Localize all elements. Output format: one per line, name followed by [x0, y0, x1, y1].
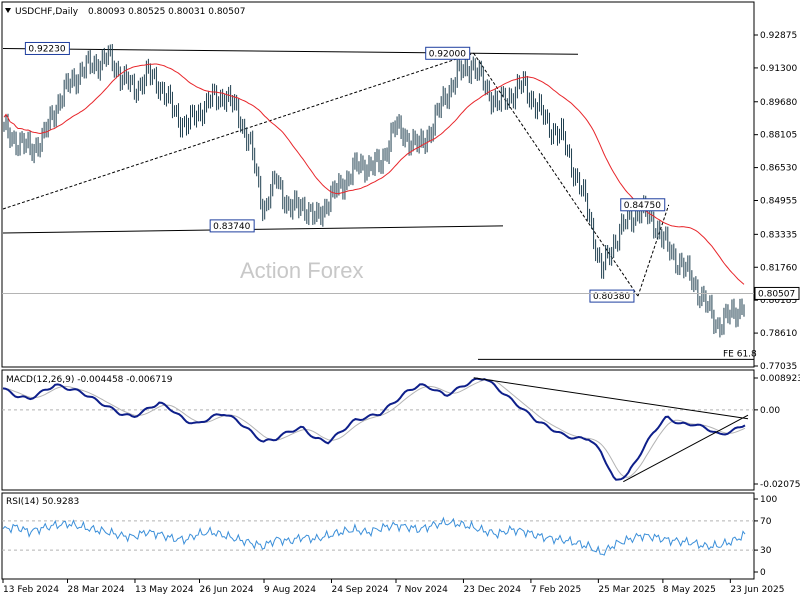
- chevron-down-icon[interactable]: [5, 8, 11, 13]
- macd-main-line: [2, 377, 746, 481]
- annotation-label: 0.92230: [28, 44, 65, 54]
- macd-trend-lines: [473, 377, 749, 483]
- channel-dashed-line: [2, 52, 474, 210]
- price-tick-label: 0.83335: [760, 230, 797, 240]
- macd-tick-label: 0.008923: [760, 374, 800, 384]
- decline-dashed-line: [473, 53, 639, 297]
- annotation-label: 0.84750: [624, 201, 661, 211]
- resistance-line: [2, 47, 579, 55]
- price-tick-label: 0.86530: [760, 164, 797, 174]
- annotation-box: [425, 46, 471, 60]
- rebound-dashed-line: [637, 204, 670, 297]
- annotation-label: 0.80380: [593, 292, 630, 302]
- date-axis: 13 Feb 2024 28 Mar 2024 13 May 2024 26 Jun …: [2, 579, 784, 595]
- macd-support-line: [623, 414, 749, 483]
- rsi-tick-label: 0: [760, 568, 766, 578]
- date-tick-label: 23 Jun 2025: [730, 585, 784, 595]
- annotation-label: 0.92000: [429, 49, 466, 59]
- date-tick-label: 23 Dec 2024: [463, 585, 521, 595]
- date-tick-label: 9 Aug 2024: [264, 585, 316, 595]
- header-symbol: USDCHF,Daily: [15, 7, 79, 17]
- date-tick-label: 25 Mar 2025: [598, 585, 655, 595]
- price-tick-label: 0.89680: [760, 98, 797, 108]
- watermark: Action Forex: [240, 258, 364, 283]
- rsi-tick-label: 100: [760, 495, 777, 505]
- rsi-tick-label: 30: [760, 546, 772, 556]
- last-price-label: 0.80507: [758, 289, 795, 299]
- rsi-tick-label: 70: [760, 517, 772, 527]
- macd-resistance-line: [473, 377, 749, 420]
- date-tick-label: 8 May 2025: [663, 585, 716, 595]
- price-axis: 0.92875 0.91300 0.89680 0.88105 0.86530 0.849…: [754, 31, 797, 372]
- price-tick-label: 0.78610: [760, 329, 797, 339]
- macd-pane-frame: [1, 369, 755, 491]
- price-tick-label: 0.77035: [760, 362, 797, 372]
- price-tick-label: 0.92875: [760, 31, 797, 41]
- macd-axis: 0.008923 0.00 -0.020759: [2, 374, 800, 490]
- macd-label: MACD(12,26,9) -0.004458 -0.006719: [6, 375, 173, 385]
- date-tick-label: 28 Mar 2024: [68, 585, 125, 595]
- price-tick-label: 0.84955: [760, 197, 797, 207]
- rsi-label: RSI(14) 50.9283: [6, 497, 79, 507]
- date-tick-label: 13 May 2024: [135, 585, 194, 595]
- annotation-box: [24, 41, 70, 55]
- rsi-axis: 100 70 30 0: [2, 495, 777, 578]
- header-ohlc: 0.80093 0.80525 0.80031 0.80507: [88, 7, 245, 17]
- annotation-box: [209, 219, 255, 233]
- date-tick-label: 13 Feb 2024: [3, 585, 59, 595]
- price-tick-label: 0.80185: [760, 296, 797, 306]
- price-tick-label: 0.91300: [760, 64, 797, 74]
- date-tick-label: 26 Jun 2024: [199, 585, 253, 595]
- price-tick-label: 0.81760: [760, 263, 797, 273]
- date-tick-label: 24 Sep 2024: [331, 585, 388, 595]
- price-pane-frame: [1, 1, 755, 368]
- macd-tick-label: 0.00: [760, 406, 780, 416]
- annotation-box: [620, 198, 666, 212]
- macd-tick-label: -0.020759: [760, 480, 800, 490]
- annotation-label: FE 61.8: [723, 349, 757, 359]
- annotation-label: 0.83740: [213, 222, 250, 232]
- rsi-line: [2, 516, 746, 556]
- rsi-pane-frame: [1, 492, 755, 580]
- date-tick-label: 7 Feb 2025: [531, 585, 581, 595]
- price-tick-label: 0.88105: [760, 131, 797, 141]
- macd-signal-line: [2, 378, 746, 478]
- moving-average-line: [3, 63, 745, 285]
- date-tick-label: 7 Nov 2024: [396, 585, 448, 595]
- price-candles: [3, 43, 745, 338]
- last-price-box: [754, 286, 800, 300]
